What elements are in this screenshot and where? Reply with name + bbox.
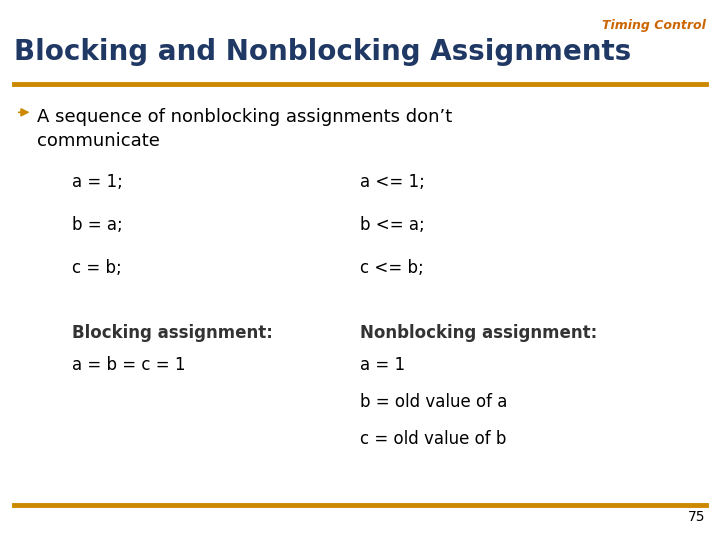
Text: communicate: communicate (37, 132, 161, 150)
Text: c <= b;: c <= b; (360, 259, 424, 277)
Text: b <= a;: b <= a; (360, 216, 425, 234)
Text: b = old value of a: b = old value of a (360, 393, 508, 411)
Text: a = 1: a = 1 (360, 356, 405, 374)
Text: a = b = c = 1: a = b = c = 1 (72, 356, 186, 374)
Text: Timing Control: Timing Control (602, 19, 706, 32)
Text: Nonblocking assignment:: Nonblocking assignment: (360, 324, 598, 342)
Text: Blocking and Nonblocking Assignments: Blocking and Nonblocking Assignments (14, 38, 631, 66)
Text: a <= 1;: a <= 1; (360, 173, 425, 191)
Text: A sequence of nonblocking assignments don’t: A sequence of nonblocking assignments do… (37, 108, 453, 126)
Text: a = 1;: a = 1; (72, 173, 123, 191)
Text: c = b;: c = b; (72, 259, 122, 277)
Text: c = old value of b: c = old value of b (360, 430, 506, 448)
Text: 75: 75 (688, 510, 706, 524)
Text: Blocking assignment:: Blocking assignment: (72, 324, 273, 342)
Text: b = a;: b = a; (72, 216, 122, 234)
